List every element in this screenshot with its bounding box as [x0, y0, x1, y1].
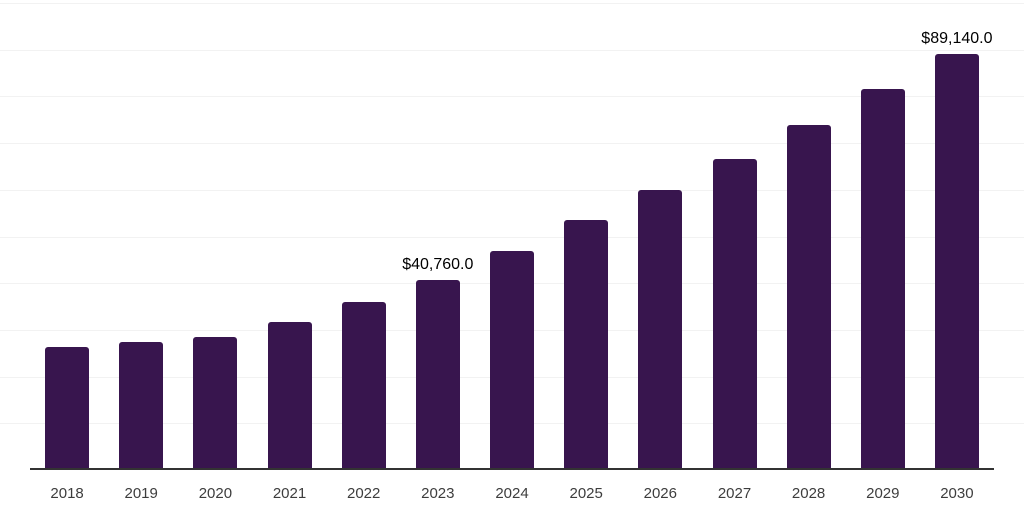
gridline-60000 [0, 189, 1024, 191]
bar-2019 [119, 342, 164, 470]
bar-2022 [341, 301, 386, 470]
x-tick-2018: 2018 [50, 485, 84, 502]
x-tick-2019: 2019 [124, 485, 158, 502]
bar-2018 [45, 347, 90, 470]
x-tick-2022: 2022 [347, 485, 381, 502]
gridline-50000 [0, 236, 1024, 238]
bar-2026 [638, 190, 683, 470]
x-tick-2028: 2028 [791, 485, 826, 502]
x-tick-2029: 2029 [866, 485, 900, 502]
x-tick-2021: 2021 [272, 485, 307, 502]
x-axis-line [30, 468, 994, 470]
x-tick-2030: 2030 [940, 485, 974, 502]
x-tick-2026: 2026 [643, 485, 677, 502]
bar-2025 [564, 219, 609, 470]
gridline-70000 [0, 143, 1024, 145]
x-tick-2027: 2027 [717, 485, 752, 502]
data-label-2023: $40,760.0 [402, 255, 474, 273]
bar-2021 [267, 322, 312, 470]
bar-2020 [193, 336, 238, 470]
bar-2029 [860, 89, 905, 470]
x-tick-2023: 2023 [421, 485, 455, 502]
x-tick-2020: 2020 [198, 485, 233, 502]
x-tick-2025: 2025 [569, 485, 603, 502]
gridline-90000 [0, 49, 1024, 51]
bar-2023 [415, 279, 460, 470]
data-label-2030: $89,140.0 [921, 29, 993, 47]
bar-2030 [934, 53, 979, 470]
gridline-100000 [0, 3, 1024, 4]
bar-2027 [712, 159, 757, 470]
bar-2024 [490, 251, 534, 470]
bar-2028 [786, 125, 831, 470]
gridline-80000 [0, 96, 1024, 98]
x-tick-2024: 2024 [495, 485, 529, 502]
